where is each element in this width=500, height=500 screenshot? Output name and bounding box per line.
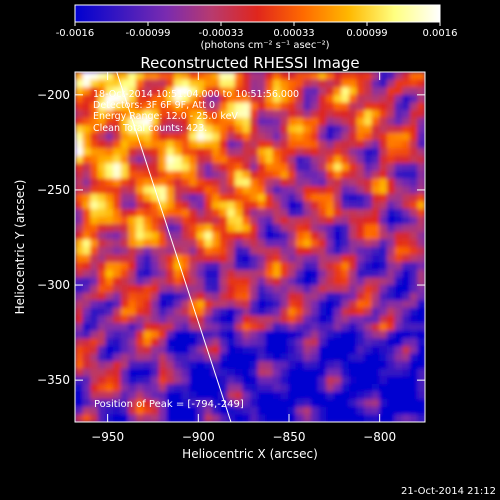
axis-ticks: −950 −900 −850 −800 −200 −250 −300 −350 xyxy=(37,72,425,444)
colorbar-tick-label: 0.00033 xyxy=(273,28,314,39)
y-tick-label: −250 xyxy=(37,183,70,197)
colorbar-unit-label: (photons cm⁻² s⁻¹ asec⁻²) xyxy=(200,40,329,51)
solar-limb-line xyxy=(116,72,232,422)
x-tick-label: −850 xyxy=(273,430,306,444)
annotation-block: 18-Oct-2014 10:51:04.000 to 10:51:56.000… xyxy=(93,89,299,134)
plot-area: −950 −900 −850 −800 −200 −250 −300 −350 18-Oct-… xyxy=(37,71,426,444)
chart-title: Reconstructed RHESSI Image xyxy=(140,54,359,72)
x-axis-label: Heliocentric X (arcsec) xyxy=(182,447,318,461)
colorbar-tick-label: -0.00099 xyxy=(126,28,171,39)
annotation-energy-range: Energy Range: 12.0 - 25.0 keV xyxy=(93,111,238,122)
colorbar-gradient xyxy=(74,4,441,23)
colorbar-tick-label: -0.00033 xyxy=(199,28,244,39)
y-tick-label: −300 xyxy=(37,278,70,292)
peak-position-label: Position of Peak = [-794,-249] xyxy=(94,399,244,410)
x-tick-label: −800 xyxy=(363,430,396,444)
annotation-detectors: Detectors: 3F 6F 9F, Att 0 xyxy=(93,100,215,111)
plot-frame xyxy=(74,71,426,423)
x-tick-label: −950 xyxy=(91,430,124,444)
colorbar-ticks: -0.0016 -0.00099 -0.00033 0.00033 0.00099 0.0… xyxy=(56,22,458,39)
heatmap-image xyxy=(75,72,425,422)
annotation-time-range: 18-Oct-2014 10:51:04.000 to 10:51:56.000 xyxy=(93,89,299,100)
colorbar-tick-label: -0.0016 xyxy=(56,28,95,39)
y-axis-label: Heliocentric Y (arcsec) xyxy=(13,180,27,315)
plot-timestamp: 21-Oct-2014 21:12 xyxy=(401,486,496,497)
x-tick-label: −900 xyxy=(182,430,215,444)
y-tick-label: −350 xyxy=(37,373,70,387)
colorbar: -0.0016 -0.00099 -0.00033 0.00033 0.00099 0.0… xyxy=(56,4,458,51)
colorbar-tick-label: 0.00099 xyxy=(346,28,387,39)
colorbar-tick-label: 0.0016 xyxy=(423,28,458,39)
annotation-counts: Clean Total counts: 423. xyxy=(93,123,207,134)
y-tick-label: −200 xyxy=(37,88,70,102)
